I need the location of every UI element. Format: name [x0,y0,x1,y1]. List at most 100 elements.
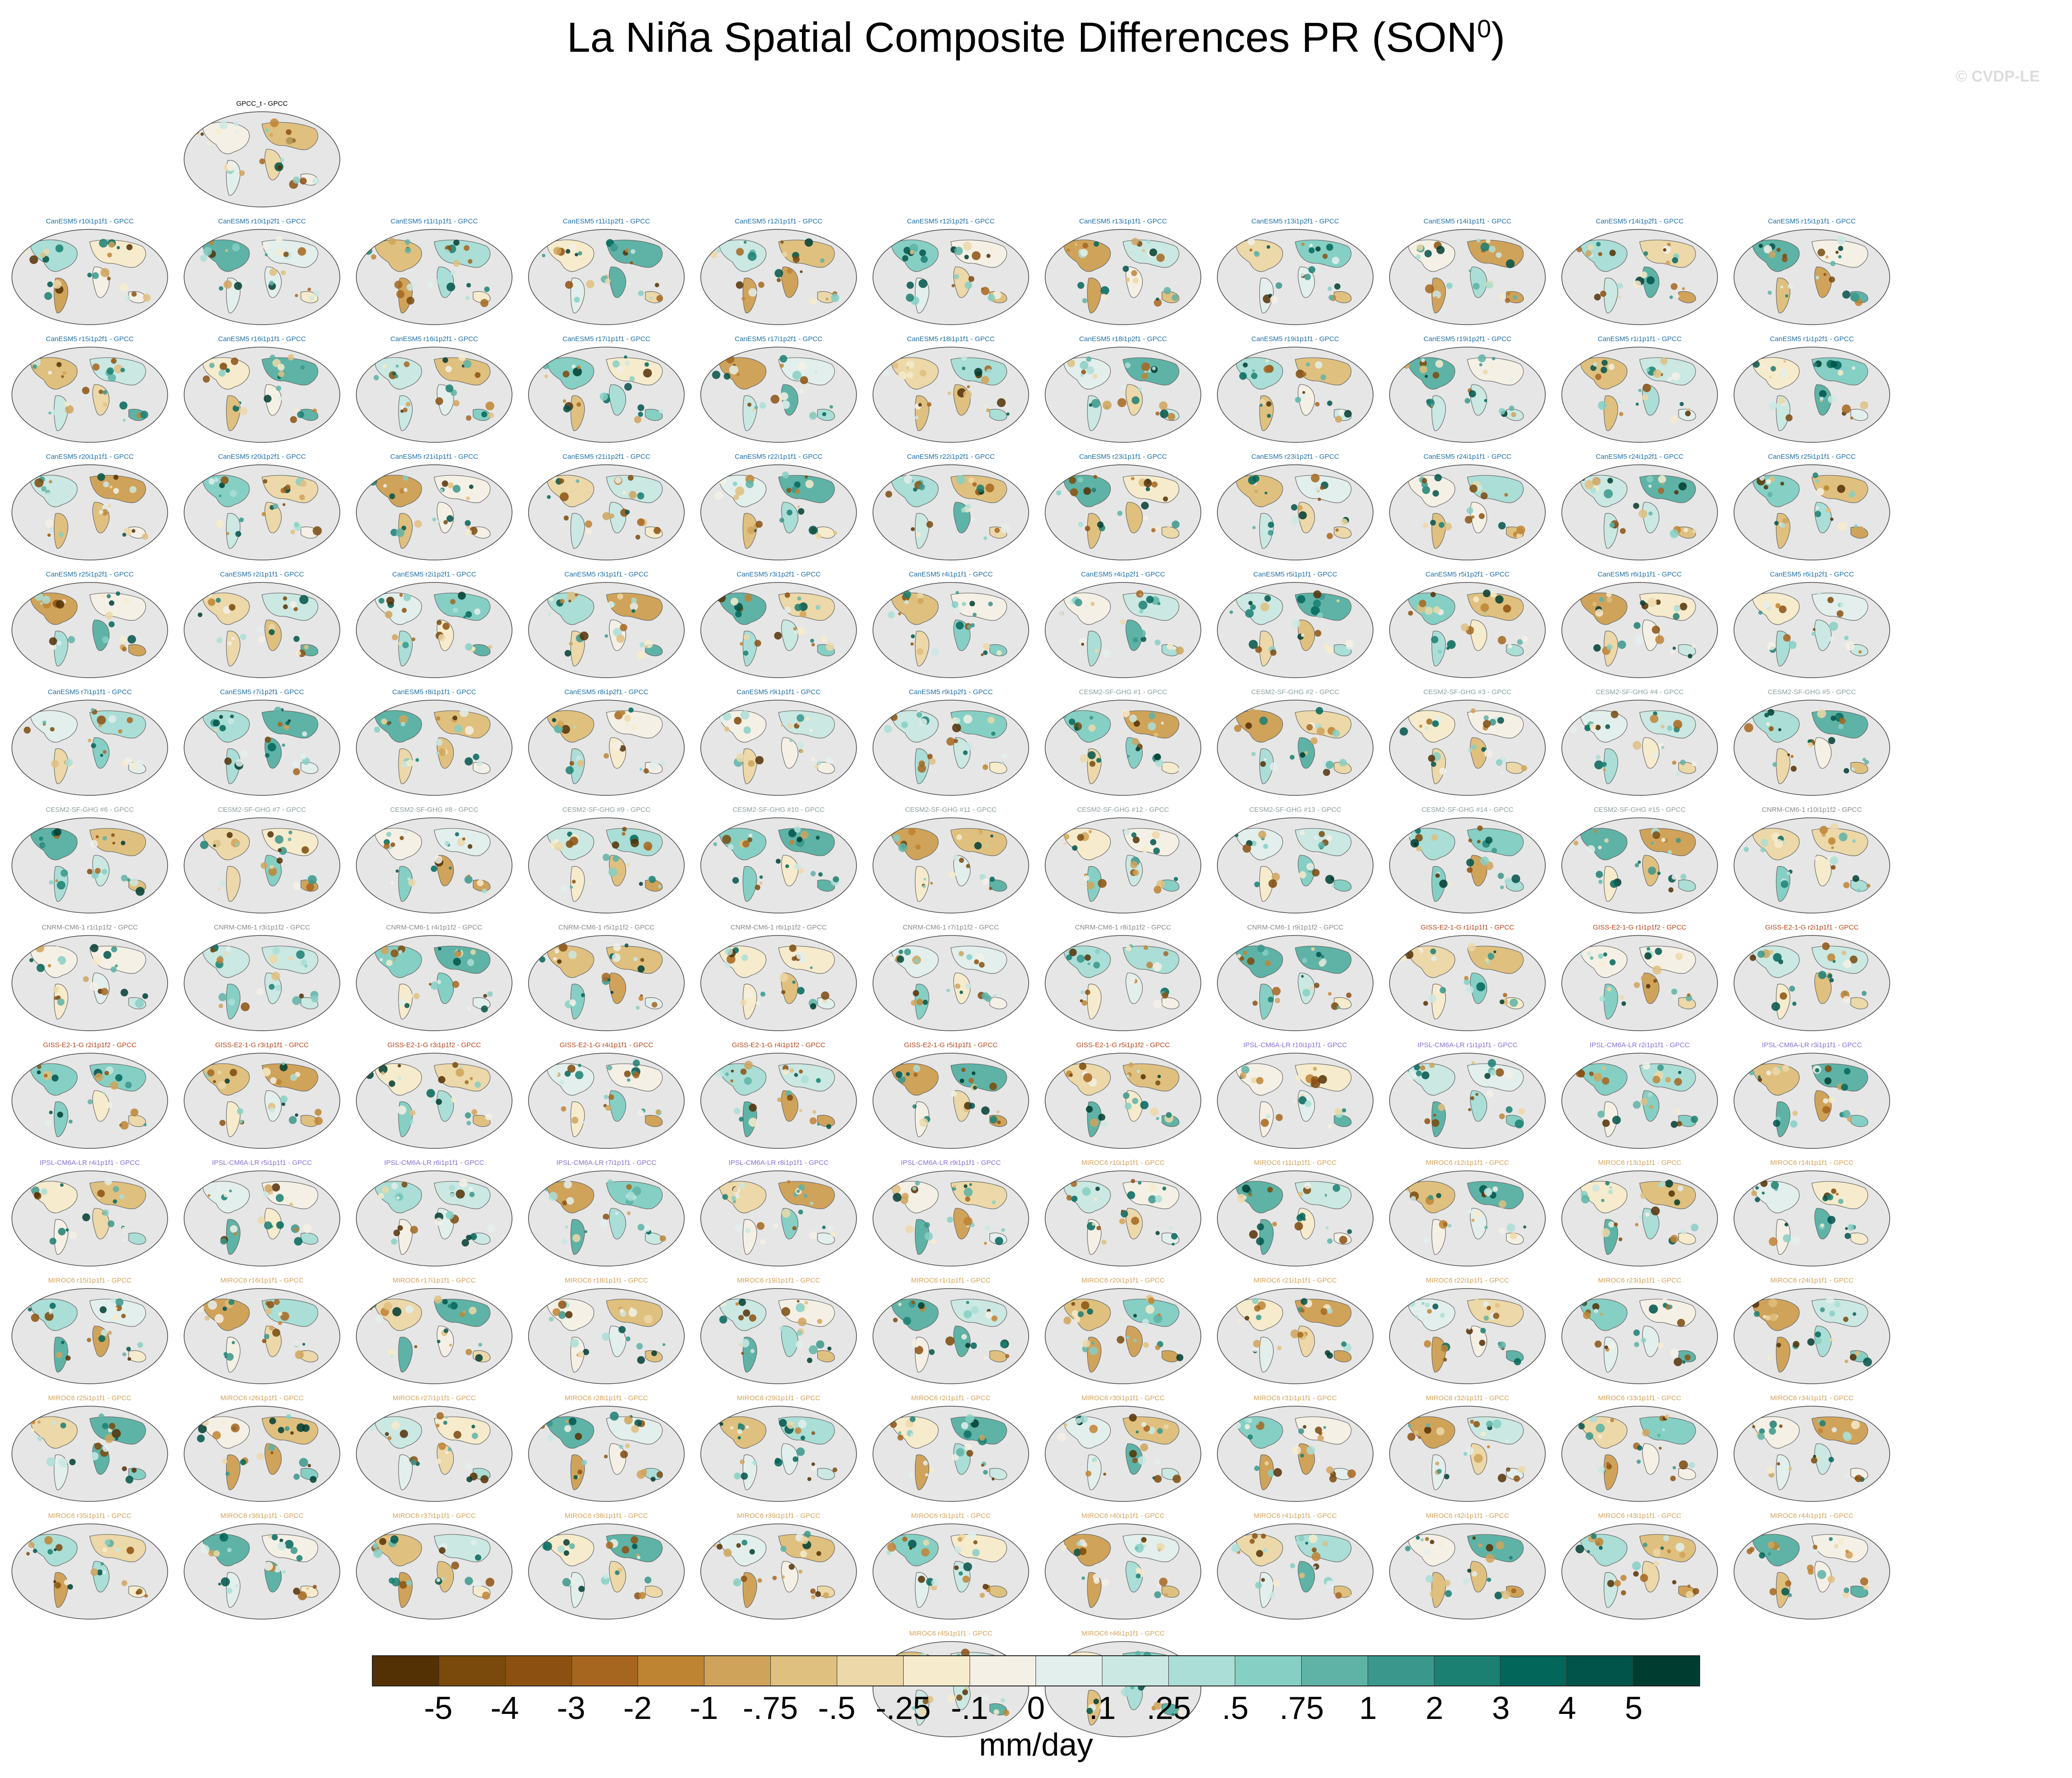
anomaly-patch [552,718,556,723]
anomaly-patch [1271,872,1280,881]
anomaly-patch [397,1105,407,1115]
anomaly-patch [1423,1340,1431,1348]
anomaly-patch [586,280,594,288]
anomaly-patch [1763,725,1767,729]
map-panel-label: CanESM5 r18i1p2f1 - GPCC [1079,335,1167,343]
anomaly-patch [239,407,248,416]
anomaly-patch [102,636,109,643]
anomaly-patch [963,241,972,251]
anomaly-patch [1430,520,1436,526]
anomaly-patch [295,650,301,656]
anomaly-patch [1670,283,1678,290]
anomaly-patch [1817,709,1827,718]
anomaly-patch [214,728,218,732]
anomaly-patch [113,488,119,494]
land-region [1850,408,1868,421]
anomaly-patch [1155,1459,1161,1465]
anomaly-patch [1006,412,1010,416]
anomaly-patch [1640,1574,1648,1582]
anomaly-patch [381,946,389,955]
anomaly-patch [436,1424,440,1428]
land-region [1811,828,1868,856]
anomaly-patch [284,1197,290,1203]
anomaly-patch [969,1103,975,1109]
anomaly-patch [1495,595,1504,604]
world-map [356,700,513,796]
anomaly-patch [443,1328,449,1333]
anomaly-patch [649,761,659,770]
anomaly-patch [1652,1076,1660,1083]
anomaly-patch [395,1192,404,1202]
land-region [719,239,767,272]
anomaly-patch [1335,1592,1342,1599]
anomaly-patch [986,254,991,258]
anomaly-patch [140,410,148,419]
anomaly-patch [1827,597,1834,604]
anomaly-patch [1405,1545,1411,1551]
anomaly-patch [792,980,796,984]
anomaly-patch [1642,1429,1650,1437]
anomaly-patch [1473,627,1483,636]
land-region [374,357,422,390]
anomaly-patch [1094,1461,1098,1466]
anomaly-patch [1763,1315,1767,1319]
anomaly-patch [114,364,123,374]
anomaly-patch [100,268,110,277]
anomaly-patch [1779,1424,1783,1428]
anomaly-patch [1573,840,1579,846]
anomaly-patch [1312,869,1320,877]
anomaly-patch [776,278,781,283]
anomaly-patch [603,1213,610,1220]
map-panel-label: CNRM-CM6-1 r3i1p1f2 - GPCC [213,924,311,931]
map-outline [1734,1170,1890,1267]
world-map [528,1170,685,1267]
map-outline [356,1406,513,1502]
anomaly-patch [829,405,833,409]
land-region [778,357,835,386]
anomaly-patch [1129,714,1137,723]
anomaly-patch [1608,364,1614,370]
anomaly-patch [639,767,643,771]
anomaly-patch [815,605,821,610]
anomaly-patch [467,959,474,966]
anomaly-patch [312,408,317,413]
anomaly-patch [971,1306,979,1314]
anomaly-patch [1584,1073,1591,1080]
anomaly-patch [1670,1475,1676,1481]
anomaly-patch [1595,724,1601,730]
anomaly-patch [736,281,744,289]
map-panel-label: MIROC6 r15i1p1f1 - GPCC [48,1277,131,1284]
map-panel: CanESM5 r4i1p2f1 - GPCC [1041,571,1205,685]
anomaly-patch [452,1062,458,1068]
anomaly-patch [58,1228,66,1235]
anomaly-patch [26,1552,30,1556]
anomaly-patch [290,1074,297,1081]
anomaly-patch [733,1186,741,1194]
anomaly-patch [620,624,627,631]
anomaly-patch [49,1238,57,1245]
anomaly-patch [93,843,97,846]
anomaly-patch [135,759,143,768]
map-panel: IPSL-CM6A-LR r7i1p1f1 - GPCC [524,1159,689,1273]
anomaly-patch [272,1534,278,1540]
anomaly-patch [923,878,927,881]
anomaly-patch [102,869,108,875]
anomaly-patch [265,736,271,743]
anomaly-patch [1152,962,1162,972]
anomaly-patch [1644,952,1652,960]
world-map [1045,229,1201,325]
map-panel: CanESM5 r23i1p2f1 - GPCC [1213,453,1378,567]
world-map [11,229,168,325]
anomaly-patch [742,1539,747,1546]
anomaly-patch [1500,1591,1504,1594]
colorbar-tick-label: 4 [1558,1690,1576,1726]
land-region [1678,1232,1696,1245]
anomaly-patch [1605,724,1610,729]
anomaly-patch [1001,761,1005,765]
anomaly-patch [386,597,394,605]
anomaly-patch [967,625,971,629]
anomaly-patch [1001,1228,1005,1232]
map-outline [184,347,340,443]
anomaly-patch [65,1228,69,1232]
anomaly-patch [1093,962,1100,969]
